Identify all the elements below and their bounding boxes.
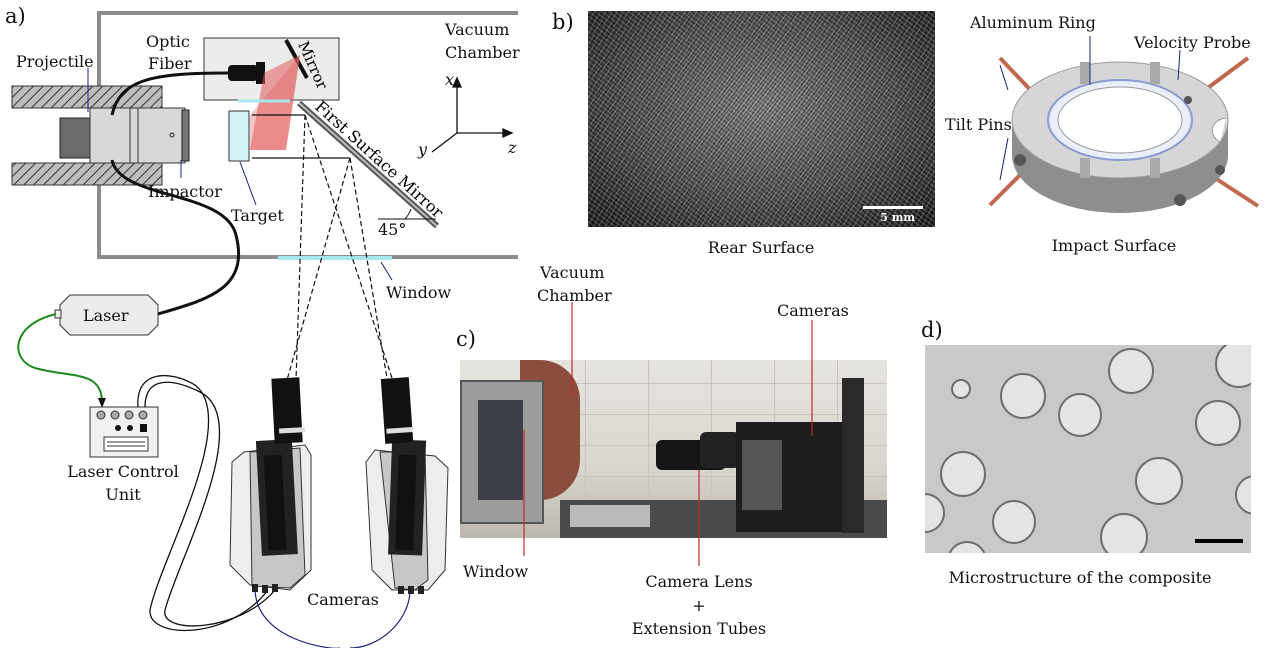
- window-label: Window: [386, 283, 452, 302]
- impact-surface-caption: Impact Surface: [1051, 236, 1177, 255]
- panel-a-diagram: First Surface Mirror Mirror: [11, 11, 518, 648]
- optic-fiber-label-1: Optic: [146, 32, 190, 51]
- impact-surface-diagram: [988, 36, 1260, 213]
- camera-lens-label-2: +: [692, 596, 706, 615]
- rear-surface-speckle-image: 5 mm: [588, 11, 935, 227]
- cameras-c-label: Cameras: [777, 301, 849, 320]
- tilt-pins-label: Tilt Pins: [945, 115, 1012, 134]
- laser-control-unit-label-1: Laser Control: [67, 462, 179, 481]
- angle-label: 45°: [378, 220, 407, 239]
- vacuum-chamber-label-2: Chamber: [445, 43, 520, 62]
- projectile-label: Projectile: [16, 52, 94, 71]
- optic-fiber-label-2: Fiber: [148, 54, 192, 73]
- panel-b-label: b): [552, 10, 574, 34]
- impactor-plate: [181, 109, 190, 162]
- projectile-body: [59, 117, 93, 159]
- panel-a-label: a): [5, 4, 26, 28]
- laser-control-unit-label-2: Unit: [105, 485, 141, 504]
- vacuum-chamber-label-1: Vacuum: [445, 20, 510, 39]
- fiber-cable: [110, 71, 240, 316]
- axis-x-label: x: [445, 70, 455, 89]
- panel-c-leaders: [0, 0, 520, 648]
- microstructure-caption: Microstructure of the composite: [948, 568, 1212, 587]
- experimental-setup-photo: [460, 360, 887, 538]
- axis-y-label: y: [418, 140, 428, 159]
- camera-left: [229, 377, 312, 593]
- target-plate: [228, 110, 250, 162]
- target-label: Target: [231, 206, 284, 225]
- panel-c-label: c): [456, 327, 476, 351]
- camera-lens-label-1: Camera Lens: [645, 572, 753, 591]
- vacuum-chamber-c-label-1: Vacuum: [540, 263, 605, 282]
- aluminum-ring-label: Aluminum Ring: [970, 13, 1096, 32]
- velocity-probe-label: Velocity Probe: [1134, 33, 1251, 52]
- laser-label: Laser: [83, 306, 129, 325]
- camera-lens-label-3: Extension Tubes: [631, 619, 767, 638]
- scale-bar-d: [1195, 539, 1243, 543]
- camera-right: [365, 377, 449, 594]
- scale-bar: [863, 206, 923, 209]
- cameras-label-a: Cameras: [307, 590, 379, 609]
- window-c-label: Window: [463, 562, 529, 581]
- rear-surface-caption: Rear Surface: [707, 238, 815, 257]
- impactor-label: Impactor: [148, 182, 222, 201]
- axis-z-label: z: [508, 138, 517, 157]
- green-cable: [17, 313, 103, 401]
- panel-d-label: d): [921, 318, 943, 342]
- scale-label: 5 mm: [880, 211, 915, 224]
- vacuum-chamber-c-label-2: Chamber: [537, 286, 612, 305]
- microstructure-image: [925, 345, 1251, 553]
- launch-tube-bottom: [11, 162, 163, 186]
